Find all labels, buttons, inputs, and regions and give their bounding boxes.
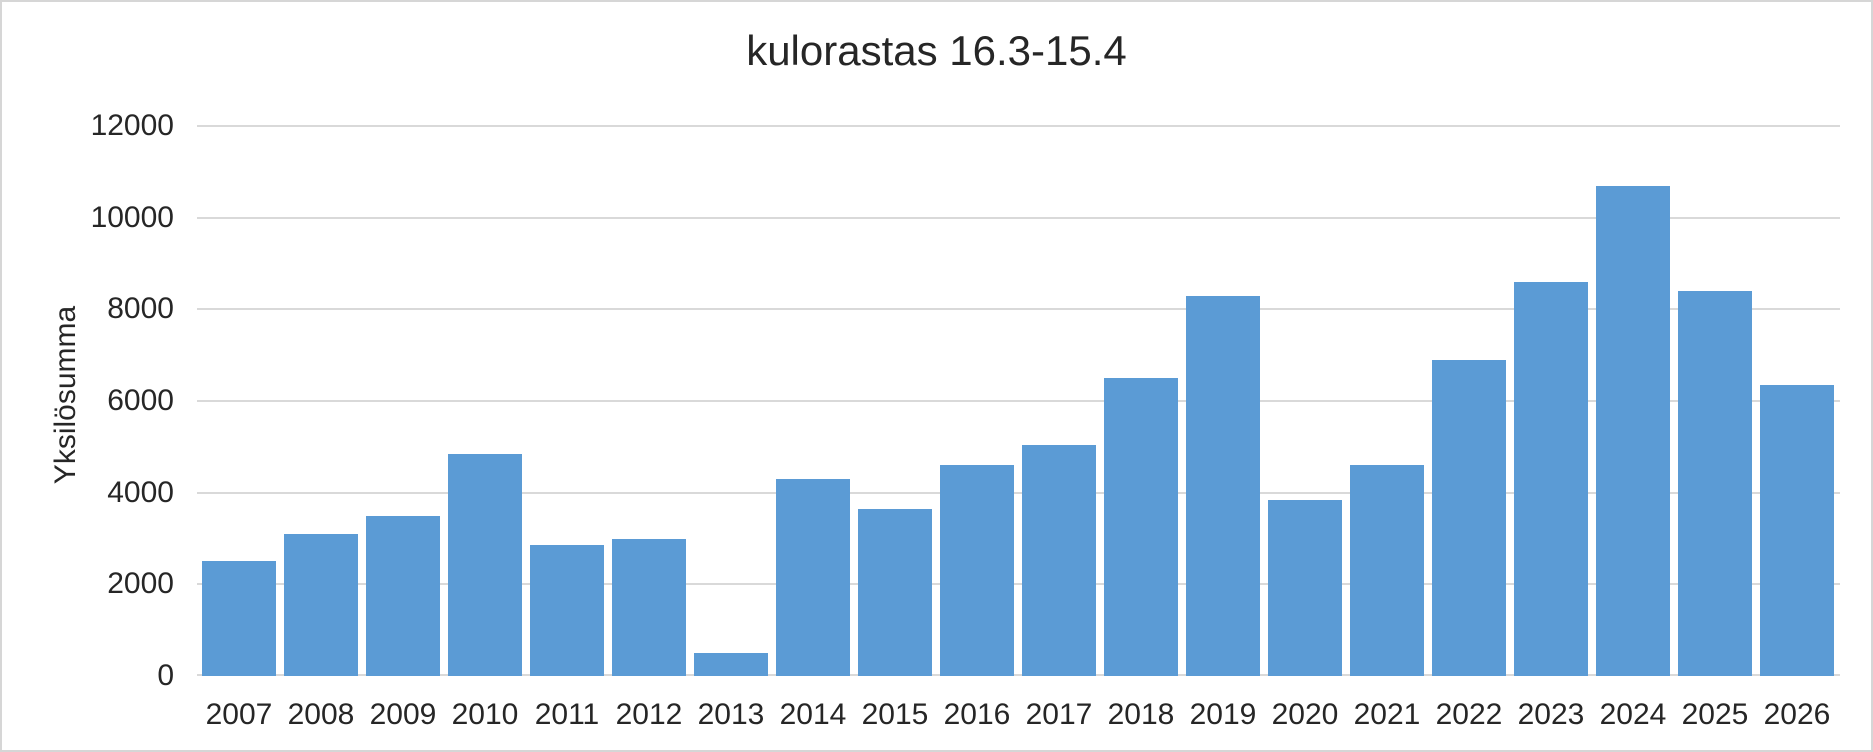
x-tick-label: 2015: [861, 698, 929, 731]
gridline: [197, 125, 1840, 127]
y-tick-label: 2000: [107, 567, 174, 601]
gridline: [197, 216, 1840, 219]
x-tick-label: 2010: [451, 698, 519, 731]
bar-2009: [366, 515, 440, 676]
gridline: [197, 308, 1840, 311]
chart-title: kulorastas 16.3-15.4: [746, 27, 1127, 74]
x-tick-label: 2016: [943, 698, 1011, 731]
bar-2017: [1022, 444, 1096, 676]
y-tick-label: 12000: [90, 109, 174, 142]
y-tick-label: 4000: [107, 475, 174, 509]
bar-2024: [1596, 185, 1670, 676]
x-tick-label: 2009: [369, 698, 437, 731]
y-tick-label: 0: [157, 659, 174, 692]
x-tick-label: 2007: [205, 698, 273, 731]
gridline: [197, 583, 1840, 586]
x-tick-label: 2022: [1435, 698, 1503, 731]
y-tick-label: 8000: [107, 292, 174, 326]
bar-2022: [1432, 359, 1506, 676]
x-tick-label: 2011: [534, 698, 600, 731]
x-tick-label: 2025: [1681, 698, 1749, 731]
x-tick-label: 2012: [615, 698, 683, 731]
x-tick-label: 2020: [1271, 698, 1339, 731]
bar-2008: [284, 533, 358, 676]
bar-2026: [1760, 384, 1834, 676]
x-tick-label: 2026: [1763, 698, 1831, 731]
y-tick-label: 10000: [90, 200, 174, 234]
bars-container: [197, 126, 1840, 676]
bar-2015: [858, 508, 932, 676]
x-tick-label: 2008: [287, 698, 355, 731]
bar-2025: [1678, 291, 1752, 676]
x-tick-label: 2019: [1189, 698, 1257, 731]
x-tick-label: 2018: [1107, 698, 1175, 731]
x-tick-label: 2017: [1025, 698, 1093, 731]
bar-2013: [694, 653, 768, 676]
plot-area: [197, 125, 1840, 676]
bar-2011: [530, 545, 604, 676]
bar-2007: [202, 561, 276, 676]
bar-2020: [1268, 499, 1342, 676]
x-tick-label: 2013: [697, 698, 765, 731]
x-axis-tick-labels: 2007 2008 2009 2010 2011 2012 2013 2014 2015 2016…: [197, 698, 1840, 732]
bar-2023: [1514, 281, 1588, 676]
x-tick-label: 2024: [1599, 698, 1667, 731]
x-tick-label: 2014: [779, 698, 847, 731]
bar-2010: [448, 453, 522, 676]
x-tick-label: 2023: [1517, 698, 1585, 731]
bar-2016: [940, 465, 1014, 676]
bar-2012: [612, 538, 686, 676]
bar-2021: [1350, 465, 1424, 676]
gridline: [197, 491, 1840, 494]
bar-2014: [776, 478, 850, 676]
gridline: [197, 400, 1840, 402]
y-tick-label: 6000: [107, 384, 174, 417]
bar-2019: [1186, 295, 1260, 676]
x-tick-label: 2021: [1353, 698, 1421, 731]
bar-2018: [1104, 378, 1178, 676]
x-axis-line: [197, 674, 1840, 676]
